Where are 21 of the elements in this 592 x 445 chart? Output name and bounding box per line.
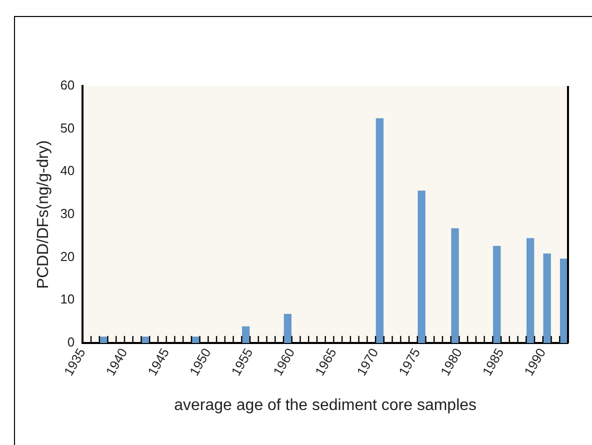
y-tick-label: 40 [60,163,75,178]
x-axis-title: average age of the sediment core samples [174,396,477,414]
bar [526,238,534,343]
y-axis-title: PCDD/DFs(ng/g-dry) [35,140,52,289]
bar [142,336,150,343]
bar [418,190,426,343]
y-tick-label: 0 [67,334,75,350]
bar [242,326,250,343]
y-tick-label: 30 [60,206,75,222]
bar [192,336,200,343]
y-tick-label: 60 [60,78,75,93]
y-tick-label: 10 [60,292,75,307]
bar [284,314,292,343]
bar [560,258,568,343]
y-tick-label: 50 [60,120,75,136]
y-tick-label: 20 [60,248,75,264]
bar [451,228,459,343]
bar [493,246,501,343]
bar [376,118,384,343]
bar [100,336,108,343]
bar [543,254,551,343]
